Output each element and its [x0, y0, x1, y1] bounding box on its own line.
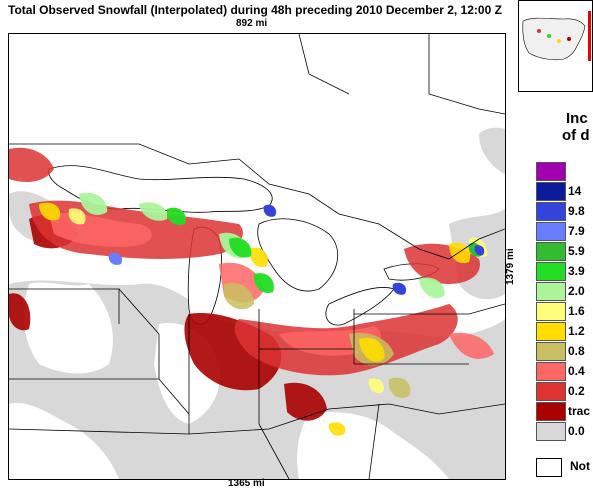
legend-label-8: 1.2 [568, 324, 585, 338]
right-distance-label: 1379 mi [505, 248, 516, 285]
us-outline [522, 17, 586, 61]
legend-label-13: 0.0 [568, 424, 585, 438]
legend-swatch-1 [536, 182, 566, 201]
legend-label-4: 5.9 [568, 244, 585, 258]
legend-swatch-2 [536, 202, 566, 221]
legend-swatch-7 [536, 302, 566, 321]
legend-nodata-swatch [536, 458, 562, 477]
legend-label-10: 0.4 [568, 364, 585, 378]
legend-label-3: 7.9 [568, 224, 585, 238]
legend-label-2: 9.8 [568, 204, 585, 218]
borders [9, 34, 505, 479]
legend-label-6: 2.0 [568, 284, 585, 298]
legend-swatch-3 [536, 222, 566, 241]
clear-areas [9, 151, 459, 479]
lake-erie [325, 287, 395, 326]
legend-nodata-label: Not [570, 459, 590, 473]
legend-label-5: 3.9 [568, 264, 585, 278]
legend-swatch-5 [536, 262, 566, 281]
legend-swatch-13 [536, 422, 566, 441]
legend-label-12: trac [568, 404, 591, 418]
legend-swatch-12 [536, 402, 566, 421]
lake-superior [48, 165, 273, 213]
legend-label-1: 14 [568, 184, 582, 198]
legend-label-7: 1.6 [568, 304, 585, 318]
legend-swatch-0 [536, 162, 566, 181]
legend-title-line1: Inc [566, 110, 588, 127]
snow-3-9 [166, 207, 274, 294]
inset-canvas [522, 11, 591, 61]
snow-9-8 [263, 204, 485, 295]
legend-label-9: 0.8 [568, 344, 585, 358]
legend-swatch-4 [536, 242, 566, 261]
snow-7-9 [108, 252, 123, 265]
legend-swatch-11 [536, 382, 566, 401]
legend-title-line2: of d [562, 127, 590, 144]
legend-swatch-9 [536, 342, 566, 361]
map-title: Total Observed Snowfall (Interpolated) d… [8, 3, 502, 17]
legend-swatch-8 [536, 322, 566, 341]
snowfall-map[interactable] [8, 33, 506, 480]
legend-swatch-6 [536, 282, 566, 301]
legend-swatch-10 [536, 362, 566, 381]
bottom-distance-label: 1365 mi [228, 478, 265, 489]
map-canvas [9, 34, 505, 479]
locator-inset-map[interactable] [518, 0, 593, 92]
snow-1-2 [39, 202, 471, 436]
top-distance-label: 892 mi [236, 18, 268, 29]
legend-label-11: 0.2 [568, 384, 585, 398]
inset-focus-marker [588, 11, 591, 61]
